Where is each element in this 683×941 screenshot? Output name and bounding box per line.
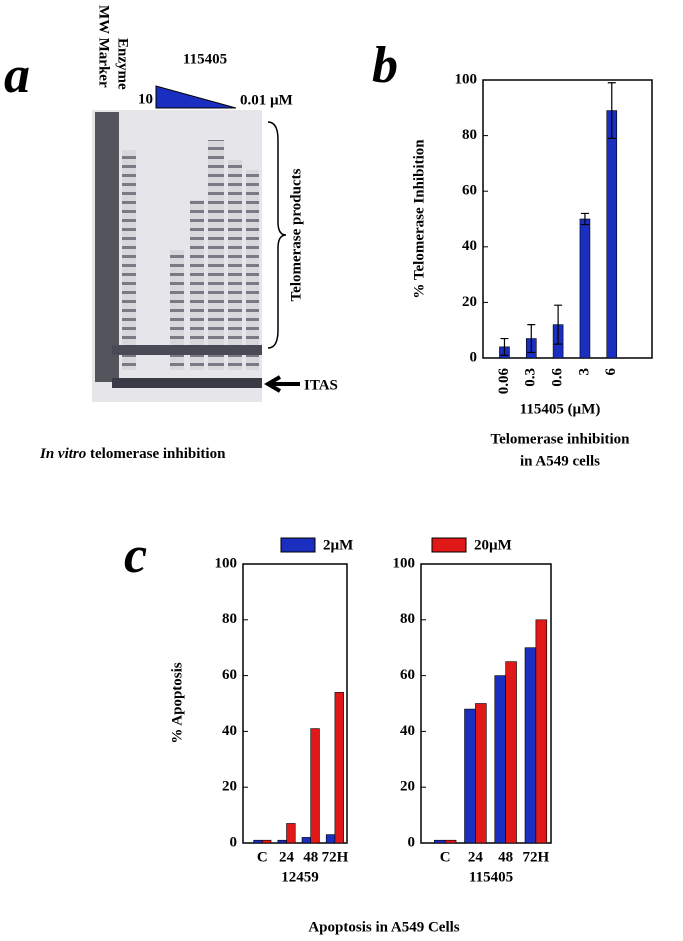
y-tick-label: 100 (393, 555, 416, 571)
panel-label: c (124, 527, 147, 584)
x-tick-label: 48 (498, 849, 513, 865)
plot-frame (482, 79, 653, 359)
bar (325, 834, 336, 844)
gel-lane (228, 160, 242, 370)
y-tick-label: 40 (400, 723, 415, 739)
x-tick-label: 24 (279, 849, 295, 865)
error-bar (500, 337, 509, 356)
x-tick-label: 0.6 (550, 368, 566, 387)
gel-lane (95, 112, 119, 382)
lane-label: MW Marker (96, 5, 112, 88)
bar (464, 708, 476, 844)
bar (334, 692, 344, 844)
error-bar (580, 212, 589, 226)
caption: in A549 cells (520, 453, 600, 469)
gel-lane (170, 250, 184, 370)
bar (535, 619, 548, 844)
x-tick-label: 3 (576, 368, 592, 376)
y-tick-label: 80 (400, 611, 415, 627)
compound: 115405 (183, 51, 227, 67)
y-tick-label: 0 (470, 349, 478, 365)
legend-swatch (280, 537, 316, 553)
y-tick-label: 20 (462, 294, 477, 310)
legend-label: 20µM (474, 537, 512, 553)
caption-rest: telomerase inhibition (90, 446, 226, 462)
y-tick-label: 60 (462, 183, 477, 199)
bar (505, 661, 517, 844)
bar (262, 839, 272, 844)
bar (310, 728, 320, 844)
y-tick-label: 100 (215, 555, 238, 571)
dose-low: 0.01 µM (240, 92, 293, 108)
gel-band (112, 378, 262, 388)
caption: Apoptosis in A549 Cells (308, 919, 459, 935)
error-bar (607, 82, 616, 139)
gel-lane (190, 200, 204, 370)
x-axis-label: 115405 (µM) (520, 401, 601, 417)
x-tick-label: C (440, 849, 451, 865)
caption-italic: In vitro (39, 446, 86, 462)
lane-label: Enzyme (115, 38, 131, 90)
bar (606, 110, 618, 359)
x-tick-label: 48 (303, 849, 318, 865)
bar (277, 839, 287, 844)
caption: Telomerase inhibition (490, 431, 630, 447)
y-tick-label: 60 (400, 667, 415, 683)
error-bar (527, 324, 536, 354)
gel-lane (208, 140, 224, 370)
x-axis-label: 115405 (469, 869, 513, 885)
bracket (267, 121, 287, 349)
x-tick-label: 72H (523, 849, 550, 865)
y-tick-label: 80 (462, 127, 477, 143)
y-axis-label: % Apoptosis (169, 662, 185, 743)
y-tick-label: 0 (230, 834, 238, 850)
legend-swatch (431, 537, 467, 553)
y-tick-label: 60 (222, 667, 237, 683)
caption: In vitro telomerase inhibition (39, 446, 226, 462)
plot-frame (242, 563, 348, 844)
gel-lane (246, 170, 259, 370)
bar (475, 703, 487, 844)
bar (301, 837, 312, 844)
y-tick-label: 20 (400, 779, 415, 795)
bracket-label: Telomerase products (288, 168, 304, 301)
y-axis-label: % Telomerase Inhibition (411, 139, 427, 299)
y-tick-label: 40 (462, 238, 477, 254)
arrow (264, 375, 300, 393)
bar (253, 839, 263, 844)
x-tick-label: 6 (603, 368, 619, 376)
dose-high: 10 (138, 91, 153, 107)
x-tick-label: C (257, 849, 268, 865)
error-bar (554, 304, 563, 345)
y-tick-label: 0 (408, 834, 416, 850)
itas-label: ITAS (304, 377, 338, 393)
bar (286, 823, 296, 844)
gel-band (112, 345, 262, 355)
bar (494, 675, 506, 844)
x-tick-label: 0.3 (523, 368, 539, 387)
dose-triangle (155, 85, 237, 109)
y-tick-label: 20 (222, 779, 237, 795)
bar (444, 839, 457, 844)
bar (579, 218, 591, 359)
x-tick-label: 0.06 (496, 368, 512, 395)
y-tick-label: 40 (222, 723, 237, 739)
bar (524, 647, 537, 844)
gel-lane (122, 150, 136, 370)
x-tick-label: 24 (468, 849, 484, 865)
x-axis-label: 12459 (281, 869, 319, 885)
x-tick-label: 72H (322, 849, 349, 865)
y-tick-label: 80 (222, 611, 237, 627)
legend-label: 2µM (323, 537, 353, 553)
panel-label: a (4, 47, 30, 104)
panel-label: b (372, 37, 398, 94)
y-tick-label: 100 (455, 71, 478, 87)
bar (434, 839, 446, 844)
